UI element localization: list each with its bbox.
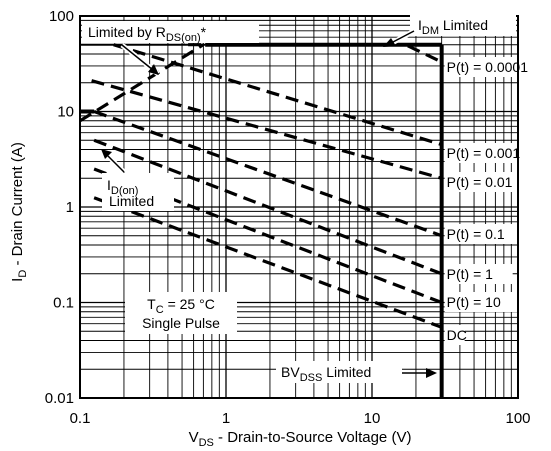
- rds-on-arrow: [120, 43, 160, 76]
- bvdss-arrow: [402, 368, 437, 378]
- series-line-2: [113, 43, 443, 147]
- tick-labels: 0.1 1 10 100 100 10 1 0.1 0.01: [45, 8, 531, 427]
- series-label-3: P(t) = 0.01: [447, 174, 513, 190]
- series-label-1: P(t) = 0.0001: [447, 59, 529, 75]
- series-label-bg-4: [444, 224, 517, 244]
- series-line-4: [93, 109, 443, 238]
- series-label-bg-5: [444, 264, 513, 284]
- series-label-bg-2: [444, 143, 517, 163]
- y-tick-label-1: 100: [49, 8, 74, 25]
- y-axis-title: ID - Drain Current (A): [9, 142, 29, 282]
- y-tick-label-5: 0.01: [45, 390, 74, 407]
- plot-frame: [79, 15, 519, 399]
- rds-on-annotation: Limited by RDS(on)*: [88, 24, 207, 44]
- series-label-7: DC: [447, 327, 467, 343]
- series-label-bg-6: [444, 292, 517, 312]
- x-axis-title: VDS - Drain-to-Source Voltage (V): [189, 429, 412, 449]
- x-tick-label-2: 1: [222, 410, 230, 427]
- condition-annotation-line2: Single Pulse: [142, 315, 220, 331]
- series-label-bg-1: [444, 57, 517, 77]
- x-tick-label-4: 100: [505, 410, 530, 427]
- annotations: Limited by RDS(on)* IDM Limited ID(on) L…: [82, 14, 516, 384]
- x-tick-label-3: 10: [364, 410, 381, 427]
- series-line-7: [93, 196, 443, 329]
- y-tick-label-3: 1: [66, 199, 74, 216]
- idm-annotation: IDM Limited: [418, 17, 488, 37]
- y-tick-label-4: 0.1: [53, 295, 74, 312]
- series-label-bg-7: [444, 325, 465, 345]
- series-line-5: [93, 138, 443, 276]
- id-on-annotation-line2: Limited: [109, 193, 154, 209]
- series-line-8: [79, 43, 205, 123]
- bvdss-annotation: BVDSS Limited: [281, 364, 371, 384]
- idm-arrow: [383, 28, 416, 47]
- id-on-arrow: [101, 149, 126, 174]
- series-label-bg-3: [444, 172, 517, 192]
- id-on-annotation: ID(on): [107, 177, 138, 197]
- chart-limits: [80, 42, 444, 398]
- y-tick-label-2: 10: [57, 104, 74, 121]
- series-label-5: P(t) = 1: [447, 266, 494, 282]
- series-label-6: P(t) = 10: [447, 294, 501, 310]
- series-label-2: P(t) = 0.001: [447, 145, 521, 161]
- x-tick-label-1: 0.1: [70, 410, 91, 427]
- condition-annotation: TC = 25 °C: [147, 296, 215, 316]
- series-label-4: P(t) = 0.1: [447, 226, 505, 242]
- series-line-3: [91, 79, 443, 180]
- series-labels: P(t) = 0.0001 P(t) = 0.001 P(t) = 0.01 P(t)…: [444, 57, 529, 345]
